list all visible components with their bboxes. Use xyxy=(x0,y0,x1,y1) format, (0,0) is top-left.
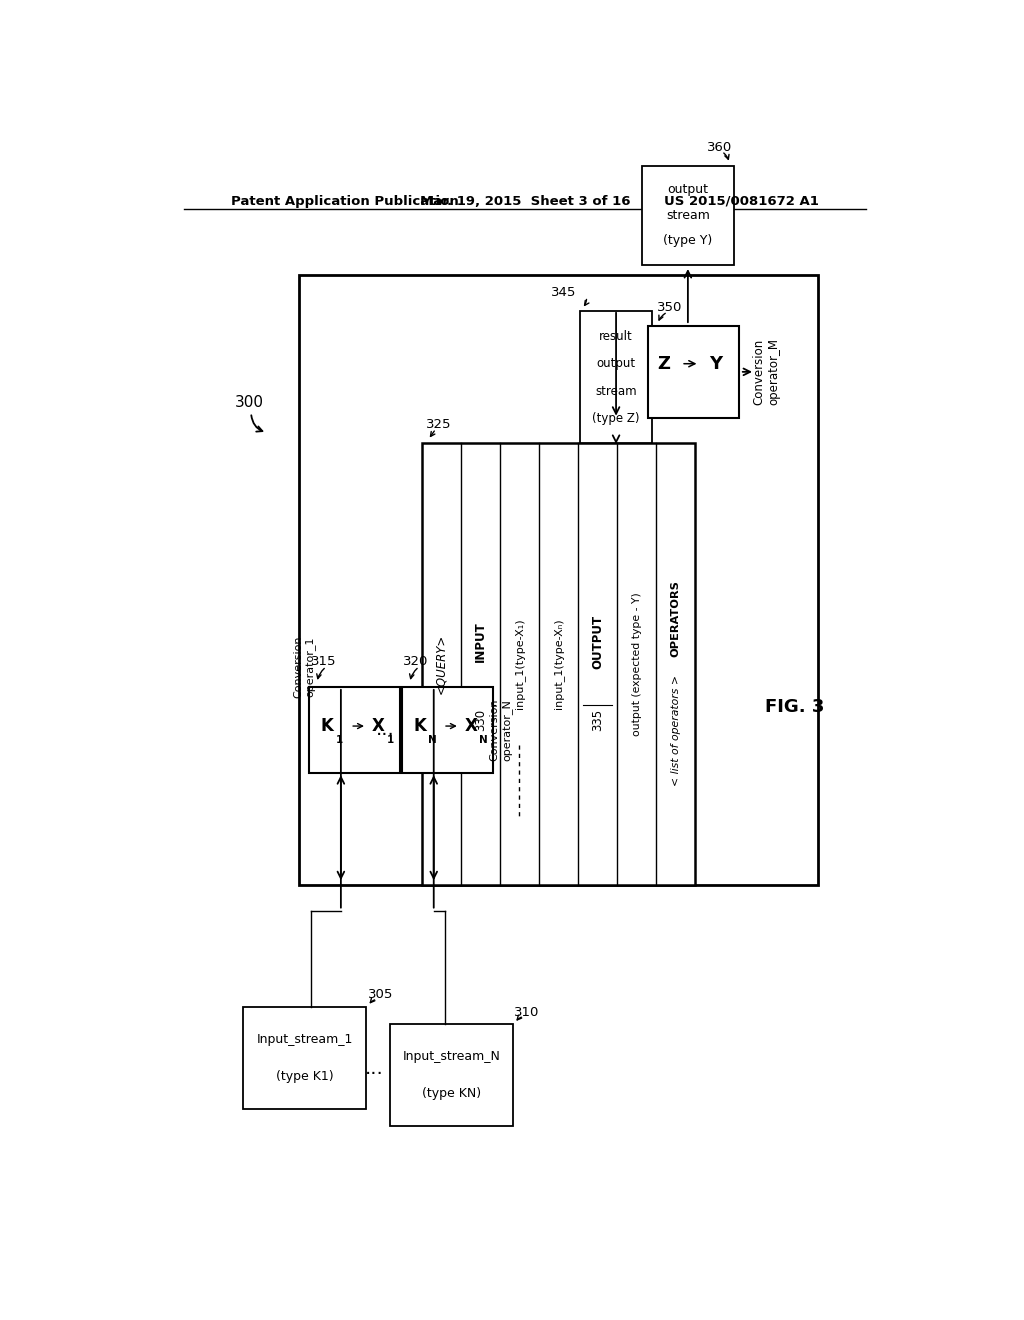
Text: <QUERY>: <QUERY> xyxy=(435,634,447,694)
Text: FIG. 3: FIG. 3 xyxy=(765,698,824,717)
Text: Mar. 19, 2015  Sheet 3 of 16: Mar. 19, 2015 Sheet 3 of 16 xyxy=(420,194,630,207)
Bar xyxy=(299,276,818,886)
Bar xyxy=(401,686,494,774)
Text: 315: 315 xyxy=(310,655,336,668)
Text: ...: ... xyxy=(365,1059,383,1077)
Text: 1: 1 xyxy=(387,735,394,746)
Text: (type K1): (type K1) xyxy=(275,1069,334,1082)
Bar xyxy=(309,686,400,774)
Text: Y: Y xyxy=(709,355,722,372)
Text: N: N xyxy=(428,735,436,746)
Text: 350: 350 xyxy=(657,301,682,314)
Text: (type KN): (type KN) xyxy=(422,1086,481,1100)
Text: Patent Application Publication: Patent Application Publication xyxy=(231,194,459,207)
Text: 360: 360 xyxy=(707,141,732,153)
Text: 325: 325 xyxy=(426,418,452,432)
Text: OPERATORS: OPERATORS xyxy=(671,579,681,657)
Text: OUTPUT: OUTPUT xyxy=(591,615,604,669)
Text: 305: 305 xyxy=(368,989,393,1002)
Text: output: output xyxy=(597,358,636,370)
Text: Conversion
operator_1: Conversion operator_1 xyxy=(293,635,315,698)
Text: ...: ... xyxy=(376,721,394,739)
Text: 335: 335 xyxy=(591,709,604,731)
Text: N: N xyxy=(479,735,487,746)
Text: US 2015/0081672 A1: US 2015/0081672 A1 xyxy=(664,194,818,207)
Text: Z: Z xyxy=(657,355,670,372)
Text: Input_stream_N: Input_stream_N xyxy=(402,1051,501,1064)
Text: result: result xyxy=(599,330,633,343)
Text: Input_stream_1: Input_stream_1 xyxy=(256,1034,352,1047)
Bar xyxy=(422,444,695,886)
Text: stream: stream xyxy=(595,384,637,397)
Text: K: K xyxy=(321,717,334,735)
Text: INPUT: INPUT xyxy=(474,622,486,663)
Text: 345: 345 xyxy=(551,286,577,300)
Text: Conversion
operator_N: Conversion operator_N xyxy=(489,698,512,760)
Text: 330: 330 xyxy=(474,709,486,731)
Text: < list of operators >: < list of operators > xyxy=(671,675,681,785)
Text: (type Y): (type Y) xyxy=(664,234,713,247)
Text: 310: 310 xyxy=(514,1006,540,1019)
Text: 300: 300 xyxy=(236,395,264,409)
Text: output: output xyxy=(668,183,709,197)
Bar xyxy=(390,1024,513,1126)
Text: input_1(type-Xₙ): input_1(type-Xₙ) xyxy=(553,619,564,709)
Text: input_1(type-X₁): input_1(type-X₁) xyxy=(514,619,525,709)
Bar xyxy=(648,326,739,417)
Text: stream: stream xyxy=(666,209,710,222)
Bar xyxy=(581,312,651,444)
Text: 320: 320 xyxy=(403,655,429,668)
Bar xyxy=(243,1007,367,1109)
Text: output (expected type - Y): output (expected type - Y) xyxy=(632,593,642,737)
Text: (type Z): (type Z) xyxy=(592,412,640,425)
Text: K: K xyxy=(414,717,426,735)
Text: Conversion
operator_M: Conversion operator_M xyxy=(753,338,781,405)
Text: X: X xyxy=(372,717,384,735)
Text: 1: 1 xyxy=(336,735,343,746)
Text: X: X xyxy=(465,717,477,735)
Bar xyxy=(642,165,733,265)
